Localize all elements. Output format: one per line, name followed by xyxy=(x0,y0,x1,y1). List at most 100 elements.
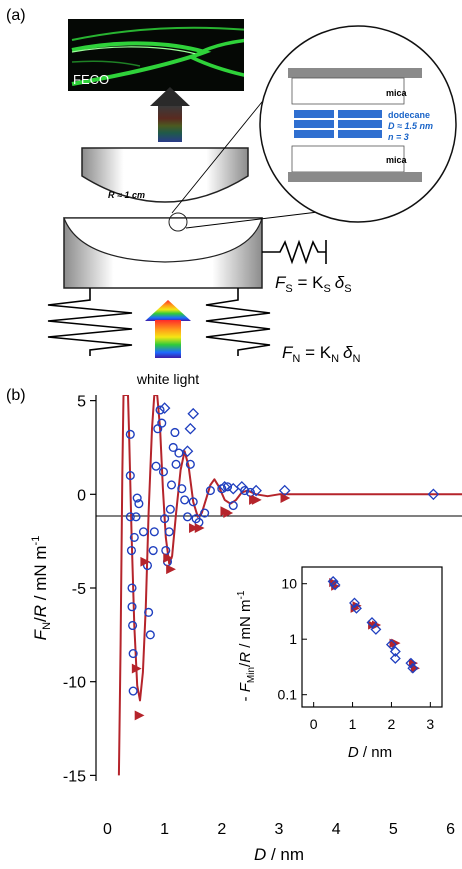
main-y-ticks: 5 0 -5 -10 -15 xyxy=(63,394,96,785)
data-point-circle xyxy=(134,499,144,509)
inset-x-tick-label: 3 xyxy=(426,716,434,732)
thickness-label: D ≈ 1.5 nm xyxy=(388,121,433,131)
dn-symbol: δ xyxy=(343,343,353,362)
white-light-label: white light xyxy=(136,371,199,387)
data-point-triangle xyxy=(166,564,176,575)
ks-sub: S xyxy=(323,283,330,295)
data-point-triangle xyxy=(251,495,262,505)
data-point-triangle xyxy=(140,556,151,567)
fs-symbol: F xyxy=(275,273,287,292)
data-point-triangle xyxy=(223,508,234,518)
panel-a: (a) FECO R ≈ 1 cm xyxy=(6,7,457,387)
x-unit: / nm xyxy=(266,845,304,864)
inset-x-axis-label: D / nm xyxy=(348,744,392,761)
data-point-triangle xyxy=(131,663,142,674)
data-point-circle xyxy=(205,486,215,496)
normal-force-equation: FN = KN δN xyxy=(282,343,360,365)
x-tick-label: 0 xyxy=(103,821,112,838)
data-point-diamond xyxy=(427,488,440,501)
data-point-circle xyxy=(182,512,193,522)
inset-x-tick-label: 1 xyxy=(349,716,357,732)
mica-bottom-layer xyxy=(291,145,405,173)
data-point-diamond xyxy=(227,482,240,495)
lower-block xyxy=(63,212,263,289)
x-tick-label: 1 xyxy=(160,821,169,838)
data-point-circle xyxy=(151,461,161,471)
data-point-circle xyxy=(127,583,137,593)
kn-sub: N xyxy=(331,353,339,365)
iy-pre: - xyxy=(237,692,254,701)
zoom-inset: silver mica dodecane D ≈ 1.5 nm n = 3 mi… xyxy=(259,25,457,223)
iy-exp: -1 xyxy=(236,590,247,599)
y-unit: / mN m xyxy=(31,545,50,605)
data-point-circle xyxy=(132,493,142,503)
inset-y-axis-label: - FMin/R / mN m-1 xyxy=(236,590,257,701)
data-point-diamond xyxy=(385,639,397,651)
data-point-circle xyxy=(166,480,177,490)
data-point-diamond xyxy=(329,579,341,591)
output-arrow-icon xyxy=(150,87,190,142)
inset-y-tick-label: 10 xyxy=(281,576,297,592)
data-point-triangle xyxy=(163,553,174,563)
dn-sub: N xyxy=(352,353,360,365)
radius-text: R ≈ 1 cm xyxy=(108,190,145,200)
ds-sub: S xyxy=(344,283,351,295)
data-point-circle xyxy=(128,620,138,631)
data-point-diamond xyxy=(187,407,200,420)
data-point-circle xyxy=(126,545,137,556)
data-point-circle xyxy=(127,602,137,612)
y-tick-label: -5 xyxy=(72,581,86,598)
data-point-diamond xyxy=(350,602,362,614)
data-point-circle xyxy=(157,418,167,428)
data-point-circle xyxy=(125,512,135,522)
data-point-circle xyxy=(145,630,155,640)
x-tick-label: 5 xyxy=(389,821,398,838)
data-point-diamond xyxy=(366,617,378,628)
data-point-diamond xyxy=(181,445,194,458)
x-tick-label: 2 xyxy=(217,821,226,838)
data-point-circle xyxy=(148,545,158,556)
main-y-axis-label: FN/R / mN m-1 xyxy=(30,536,53,641)
data-point-diamond xyxy=(389,652,401,664)
data-point-diamond xyxy=(184,422,197,435)
shear-spring xyxy=(262,239,327,265)
x-tick-label: 6 xyxy=(446,821,455,838)
inset-data-points xyxy=(327,575,420,674)
data-point-diamond xyxy=(236,480,248,493)
data-point-circle xyxy=(155,405,165,415)
data-point-circle xyxy=(125,429,135,439)
data-point-circle xyxy=(165,504,175,514)
data-point-diamond xyxy=(407,662,419,674)
data-point-circle xyxy=(185,459,195,469)
data-point-circle xyxy=(168,442,178,453)
y-var2: R xyxy=(31,605,50,617)
data-point-circle xyxy=(228,501,238,511)
inset-y-tick-label: 1 xyxy=(289,631,297,647)
data-points xyxy=(125,402,440,721)
mica-top-layer xyxy=(291,77,405,105)
inset-x-tick-label: 0 xyxy=(310,716,318,732)
feco-image: FECO xyxy=(68,19,244,91)
data-point-circle xyxy=(125,471,135,481)
data-point-diamond xyxy=(405,657,417,669)
data-point-circle xyxy=(200,508,210,518)
data-point-diamond xyxy=(327,575,339,587)
y-sub1: N xyxy=(41,622,53,630)
y-mid: / xyxy=(31,617,50,622)
data-point-triangle xyxy=(280,493,291,503)
main-x-axis-label: D / nm xyxy=(254,845,304,864)
support-springs xyxy=(47,288,271,356)
x-tick-label: 4 xyxy=(332,821,341,838)
data-point-circle xyxy=(188,497,198,507)
data-point-circle xyxy=(164,527,174,537)
data-point-circle xyxy=(170,427,180,438)
data-point-circle xyxy=(177,484,187,494)
ix-unit: / nm xyxy=(359,744,392,761)
y-tick-label: -10 xyxy=(63,675,86,692)
inset-frame xyxy=(301,566,443,708)
data-point-diamond xyxy=(250,484,262,497)
data-point-diamond xyxy=(218,480,231,493)
x-var: D xyxy=(254,845,266,864)
data-point-triangle xyxy=(134,710,145,721)
